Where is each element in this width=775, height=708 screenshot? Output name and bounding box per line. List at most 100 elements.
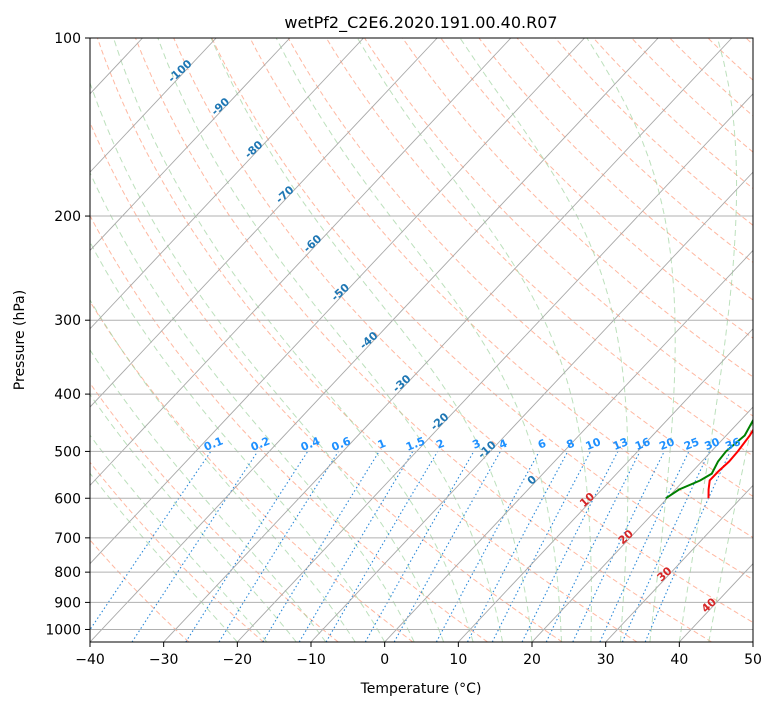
y-axis-label: Pressure (hPa) — [12, 290, 28, 390]
moist-adiabat — [90, 434, 268, 642]
mixing-ratio-line — [325, 451, 439, 642]
isotherm-line — [90, 38, 438, 408]
mixing-ratio-line — [262, 451, 380, 642]
moist-adiabat — [275, 38, 562, 642]
moist-adiabat — [356, 38, 592, 642]
x-tick-label: 10 — [449, 652, 467, 668]
dry-adiabat — [90, 539, 190, 642]
isotherm-line — [90, 38, 364, 330]
y-tick-label: 1000 — [45, 622, 81, 638]
mixing-ratio-line — [218, 451, 339, 642]
isotherm-line — [531, 406, 753, 642]
mixing-ratio-label: 3 — [471, 437, 483, 452]
y-tick-label: 200 — [54, 209, 81, 225]
mixing-ratio-line — [435, 451, 540, 642]
moist-adiabat — [678, 38, 738, 642]
x-tick-label: 0 — [380, 652, 389, 668]
mixing-ratio-line — [298, 451, 414, 642]
y-tick-label: 600 — [54, 491, 81, 507]
plot-frame — [89, 37, 754, 643]
dry-adiabat — [631, 38, 753, 153]
isotherm-line — [90, 38, 512, 487]
mixing-ratio-line — [621, 451, 710, 642]
mixing-ratio-label: 25 — [682, 435, 701, 453]
moist-adiabat — [586, 38, 676, 642]
y-tick-label: 900 — [54, 595, 81, 611]
x-axis-label: Temperature (°C) — [360, 681, 482, 697]
dry-adiabat — [90, 121, 563, 642]
isotherms — [90, 38, 753, 642]
isotherm-line — [90, 38, 585, 565]
moist-adiabat — [90, 240, 386, 642]
mixing-ratio-line — [393, 451, 501, 642]
moist-adiabat — [459, 38, 629, 642]
mixing-ratio-lines — [90, 451, 731, 642]
isotherm-line — [605, 484, 753, 642]
mixing-ratio-line — [185, 451, 309, 642]
x-tick-label: 30 — [597, 652, 615, 668]
dry-adiabat — [249, 38, 753, 539]
y-tick-label: 400 — [54, 387, 81, 403]
mixing-ratio-line — [599, 451, 690, 642]
mixing-ratio-label: 13 — [611, 435, 630, 453]
isotherm-line — [458, 328, 753, 642]
dry-adiabat — [593, 38, 753, 190]
moist-adiabat — [210, 38, 533, 642]
dry-adiabat — [364, 38, 753, 417]
x-tick-label: 40 — [670, 652, 688, 668]
mixing-ratio-label: 2 — [434, 437, 446, 452]
dry-adiabat — [211, 38, 753, 581]
temperature-profile-line — [707, 428, 753, 499]
dry-adiabat — [440, 38, 753, 339]
dry-adiabat — [90, 461, 264, 642]
isotherm-line — [90, 38, 217, 173]
mixing-ratio-line — [572, 451, 665, 642]
x-tick-label: 20 — [523, 652, 541, 668]
dry-adiabat — [96, 38, 638, 642]
moist-adiabats — [90, 38, 753, 642]
dry-adiabat — [287, 38, 753, 497]
y-tick-label: 800 — [54, 565, 81, 581]
isotherm-line — [90, 38, 291, 252]
dry-adiabat — [402, 38, 753, 378]
mixing-ratio-label: 10 — [584, 435, 603, 453]
x-axis: −40 −30 −20 −10 0 10 20 30 40 50 — [75, 642, 762, 668]
x-tick-label: −20 — [223, 652, 253, 668]
dry-adiabat — [516, 38, 753, 264]
moist-adiabat — [90, 81, 445, 642]
y-tick-label: 500 — [54, 444, 81, 460]
chart-title: wetPf2_C2E6.2020.191.00.40.R07 — [284, 13, 557, 33]
mixing-ratio-label: 20 — [657, 435, 676, 453]
moist-adiabat — [708, 417, 753, 642]
profile-series — [665, 418, 753, 500]
isotherm-line — [237, 93, 753, 642]
mixing-ratio-label: 8 — [565, 437, 577, 452]
dry-adiabat — [173, 38, 753, 624]
y-tick-label: 300 — [54, 313, 81, 329]
moist-adiabat — [113, 38, 474, 642]
mixing-ratio-label: 16 — [633, 435, 652, 453]
y-tick-label: 100 — [54, 31, 81, 47]
isotherm-line — [310, 171, 753, 642]
mixing-ratio-label: 30 — [703, 435, 722, 453]
isobars — [90, 38, 753, 630]
y-tick-label: 700 — [54, 531, 81, 547]
moist-adiabat — [157, 38, 503, 642]
mixing-ratio-line — [545, 451, 641, 642]
dry-adiabat — [135, 38, 712, 642]
mixing-ratio-line — [364, 451, 475, 642]
mixing-ratio-label: 1 — [376, 437, 388, 452]
dry-adiabat — [90, 300, 414, 642]
isotherm-line — [163, 38, 733, 642]
mixing-ratio-label: 36 — [723, 435, 742, 453]
dewpoint-profile-line — [665, 418, 753, 500]
isotherm-line — [384, 249, 753, 642]
y-axis: 100 200 300 400 500 600 700 800 900 1000 — [45, 31, 90, 638]
x-tick-label: −10 — [296, 652, 326, 668]
moist-adiabat — [90, 349, 327, 642]
x-tick-label: −40 — [75, 652, 105, 668]
x-tick-label: −30 — [149, 652, 179, 668]
isotherm-line — [90, 38, 659, 642]
moist-adiabat — [90, 298, 356, 642]
